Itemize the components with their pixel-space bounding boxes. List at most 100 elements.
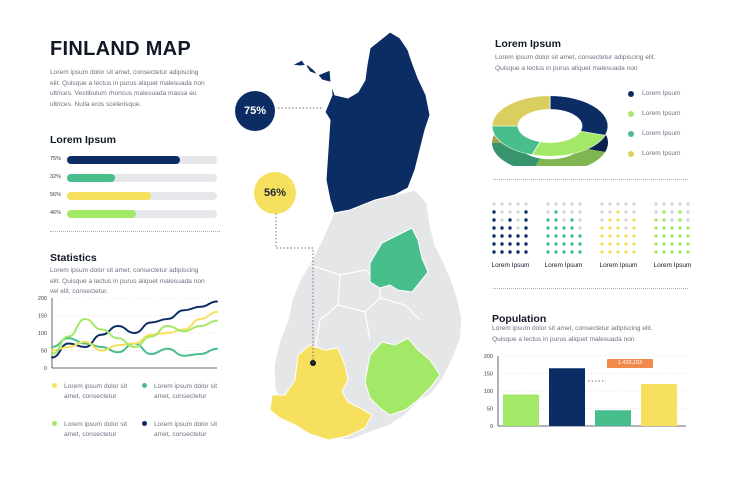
grid-dot xyxy=(686,218,690,222)
grid-dot xyxy=(570,242,574,246)
map-region-north xyxy=(290,31,431,214)
grid-dot xyxy=(554,202,558,206)
grid-dot xyxy=(616,226,620,230)
progress-percent: 75% xyxy=(50,156,62,162)
y-tick-label: 0 xyxy=(44,366,47,372)
grid-dot xyxy=(670,250,674,254)
badge-56: 56% xyxy=(254,172,296,214)
stat-legend-label: Lorem ipsum dolor sit amet, consectetur xyxy=(154,421,218,438)
grid-dot xyxy=(616,234,620,238)
population-callout: 1.433,153 xyxy=(607,359,653,368)
map-region-east xyxy=(369,227,429,293)
grid-dot xyxy=(678,250,682,254)
grid-dot xyxy=(662,218,666,222)
grid-dot xyxy=(570,218,574,222)
grid-dot xyxy=(678,242,682,246)
grid-dot xyxy=(678,218,682,222)
grid-dot xyxy=(632,226,636,230)
grid-dot xyxy=(632,242,636,246)
grid-dot xyxy=(616,250,620,254)
grid-dot xyxy=(508,202,512,206)
grid-dot xyxy=(632,250,636,254)
progress-percent: 56% xyxy=(50,192,62,198)
statistics-text: Lorem ipsum dolor sit amet, consectetur … xyxy=(50,267,205,295)
grid-dot xyxy=(624,226,628,230)
grid-dot xyxy=(686,202,690,206)
grid-dot xyxy=(632,218,636,222)
grid-dot xyxy=(524,202,528,206)
grid-dot xyxy=(524,226,528,230)
legend-dot xyxy=(628,90,634,97)
legend-dot xyxy=(142,421,147,426)
divider xyxy=(493,288,688,289)
grid-dot xyxy=(492,210,496,214)
donut-legend-item: Lorem Ipsum xyxy=(628,90,708,97)
grid-dot xyxy=(500,218,504,222)
bar xyxy=(641,384,677,426)
population-bar-chart: 0 50 100 150 200 xyxy=(484,354,686,430)
grid-dot xyxy=(562,234,566,238)
donut-side-slice xyxy=(492,142,541,166)
grid-dot xyxy=(624,202,628,206)
grid-dot xyxy=(570,234,574,238)
dot-grid-label: Lorem Ipsum xyxy=(599,262,638,269)
grid-dot xyxy=(524,250,528,254)
grid-dot xyxy=(662,226,666,230)
progress-fill xyxy=(67,156,180,164)
grid-dot xyxy=(670,234,674,238)
grid-dot xyxy=(546,226,550,230)
grid-dot xyxy=(654,226,658,230)
population-text: Lorem ipsum dolor sit amet, consectetur … xyxy=(492,325,653,343)
grid-dot xyxy=(578,218,582,222)
grid-dot xyxy=(508,226,512,230)
grid-dot xyxy=(516,234,520,238)
grid-dot xyxy=(600,218,604,222)
grid-dot xyxy=(686,250,690,254)
progress-track xyxy=(67,174,217,182)
grid-dot xyxy=(600,226,604,230)
grid-dot xyxy=(500,250,504,254)
map-region-lines xyxy=(309,264,421,351)
donut-legend-item: Lorem Ipsum xyxy=(628,110,708,117)
grid-dot xyxy=(508,242,512,246)
stat-legend-item: Lorem ipsum dolor sit amet, consectetur xyxy=(52,382,144,402)
grid-dot xyxy=(662,202,666,206)
donut-text: Lorem ipsum dolor sit amet, consectetur … xyxy=(495,54,656,72)
grid-dot xyxy=(524,234,528,238)
grid-dot xyxy=(554,210,558,214)
legend-dot xyxy=(628,130,634,137)
grid-dot xyxy=(492,250,496,254)
grid-dot xyxy=(508,218,512,222)
stat-legend-label: Lorem ipsum dolor sit amet, consectetur xyxy=(64,421,128,438)
grid-dot xyxy=(578,226,582,230)
grid-dot xyxy=(500,210,504,214)
grid-dot xyxy=(500,226,504,230)
grid-dot xyxy=(562,218,566,222)
donut-legend-label: Lorem Ipsum xyxy=(642,90,681,97)
grid-dot xyxy=(654,242,658,246)
grid-dot xyxy=(578,202,582,206)
grid-dot xyxy=(524,210,528,214)
grid-dot xyxy=(662,250,666,254)
population-title: Population xyxy=(492,313,547,325)
grid-dot xyxy=(654,218,658,222)
grid-dot xyxy=(570,250,574,254)
grid-dot xyxy=(662,242,666,246)
grid-dot xyxy=(516,210,520,214)
grid-dot xyxy=(624,250,628,254)
grid-dot xyxy=(670,202,674,206)
grid-dot xyxy=(516,250,520,254)
grid-dot xyxy=(546,234,550,238)
grid-dot xyxy=(562,226,566,230)
dot-matrix-charts xyxy=(492,202,690,254)
grid-dot xyxy=(570,210,574,214)
y-tick-label: 150 xyxy=(484,372,493,378)
grid-dot xyxy=(524,242,528,246)
bar xyxy=(503,394,539,426)
grid-dot xyxy=(546,218,550,222)
grid-dot xyxy=(654,234,658,238)
donut-side-slice xyxy=(535,147,606,166)
grid-dot xyxy=(516,202,520,206)
grid-dot xyxy=(600,234,604,238)
grid-dot xyxy=(554,234,558,238)
